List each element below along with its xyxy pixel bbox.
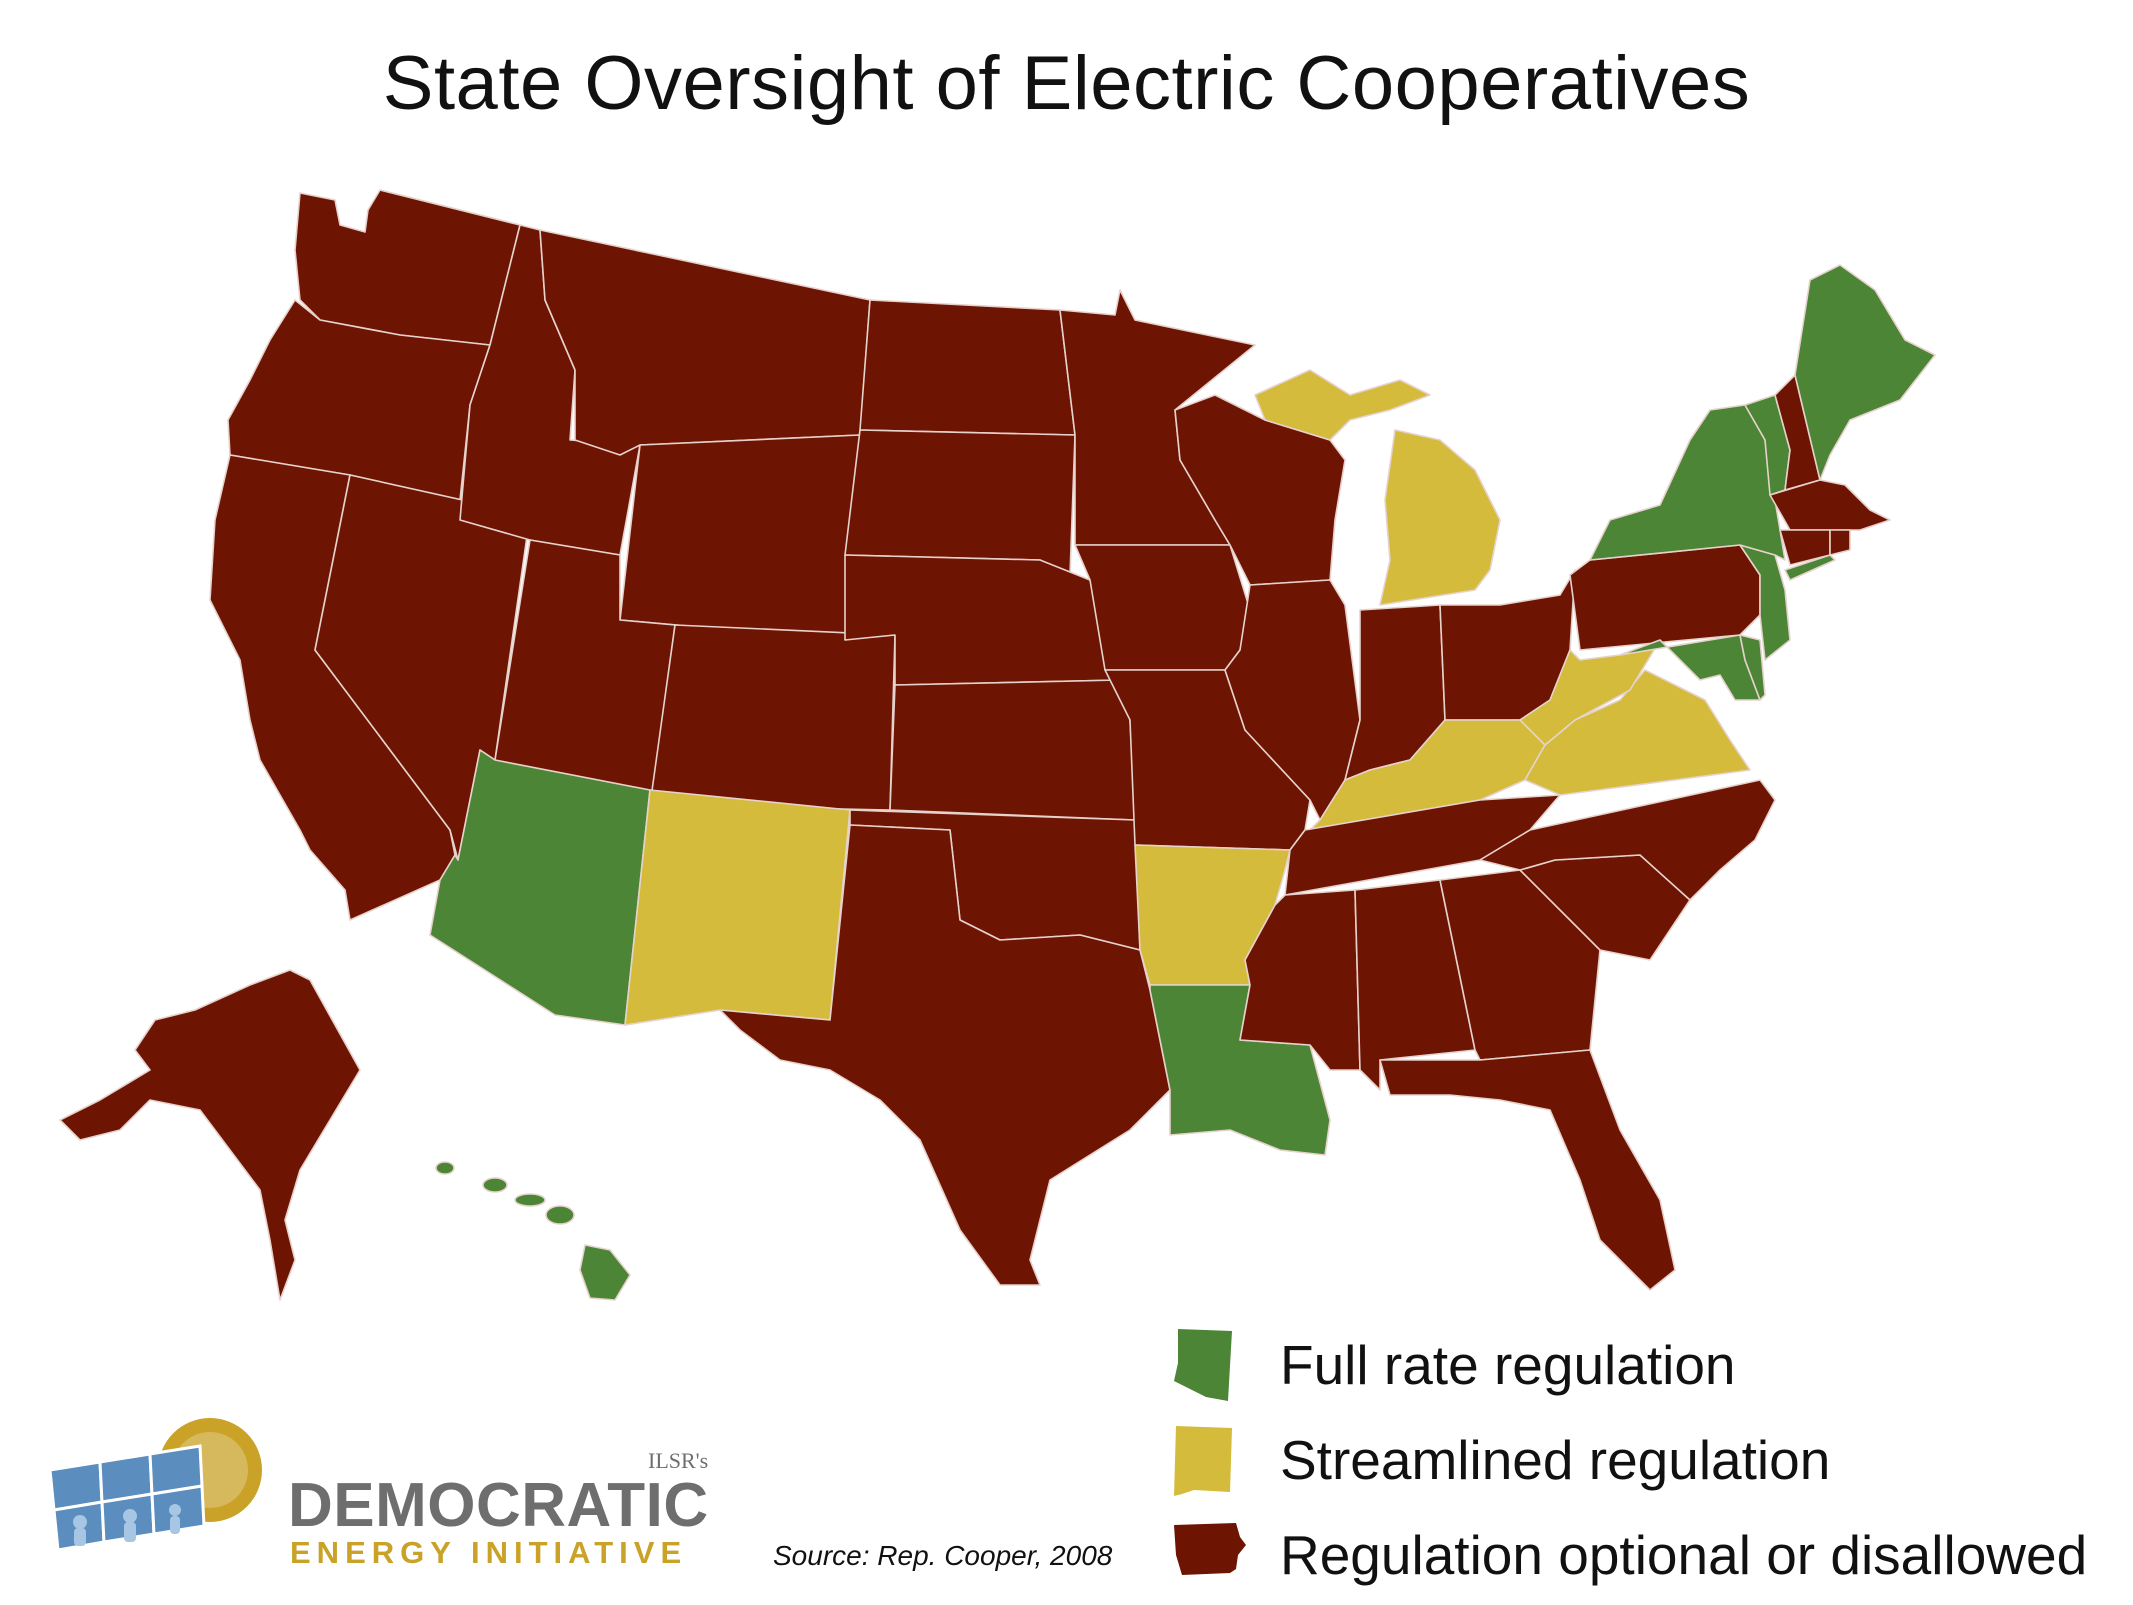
legend-item-streamlined: Streamlined regulation [1170, 1420, 2070, 1510]
solar-panel-logo-icon [48, 1418, 262, 1552]
iowa-shape-icon [1174, 1523, 1246, 1575]
legend-label-full: Full rate regulation [1280, 1334, 1736, 1396]
state-north-carolina [1479, 779, 1776, 901]
state-iowa [1074, 544, 1251, 671]
state-new-mexico [624, 789, 851, 1026]
state-wisconsin [1174, 394, 1346, 586]
state-south-dakota [844, 429, 1076, 576]
legend-swatch-full [1174, 1329, 1232, 1401]
state-michigan [1254, 369, 1501, 606]
legend-swatch-optional [1174, 1523, 1246, 1575]
new-mexico-shape-icon [1174, 1426, 1232, 1496]
legend-item-optional: Regulation optional or disallowed [1170, 1515, 2130, 1605]
logo-main-text: DEMOCRATIC [288, 1471, 709, 1540]
state-north-dakota [859, 299, 1076, 436]
state-florida [1379, 1049, 1676, 1291]
state-wyoming [619, 434, 861, 641]
state-colorado [649, 624, 896, 811]
state-kansas [889, 679, 1136, 821]
state-tennessee [1284, 794, 1561, 896]
logo-org: ILSR's [648, 1448, 709, 1473]
legend-swatch-streamlined [1174, 1426, 1232, 1496]
source-note: Source: Rep. Cooper, 2008 [773, 1540, 1113, 1571]
state-texas [719, 824, 1171, 1286]
state-montana [539, 229, 871, 456]
logo-sub-text: ENERGY INITIATIVE [290, 1535, 688, 1570]
state-delaware [1739, 634, 1766, 701]
logo: ILSR's DEMOCRATIC ENERGY INITIATIVE [40, 1410, 708, 1570]
arizona-shape-icon [1174, 1329, 1232, 1401]
map-title: State Oversight of Electric Cooperatives [382, 41, 1751, 126]
state-rhode-island [1829, 529, 1851, 556]
state-maine [1794, 264, 1936, 481]
legend-label-streamlined: Streamlined regulation [1280, 1429, 1831, 1491]
state-new-jersey [1739, 544, 1791, 661]
state-alaska [59, 969, 361, 1301]
state-pennsylvania [1569, 544, 1761, 651]
legend-label-optional: Regulation optional or disallowed [1280, 1524, 2088, 1586]
state-hawaii [435, 1161, 631, 1301]
legend-item-full: Full rate regulation [1170, 1325, 2070, 1415]
